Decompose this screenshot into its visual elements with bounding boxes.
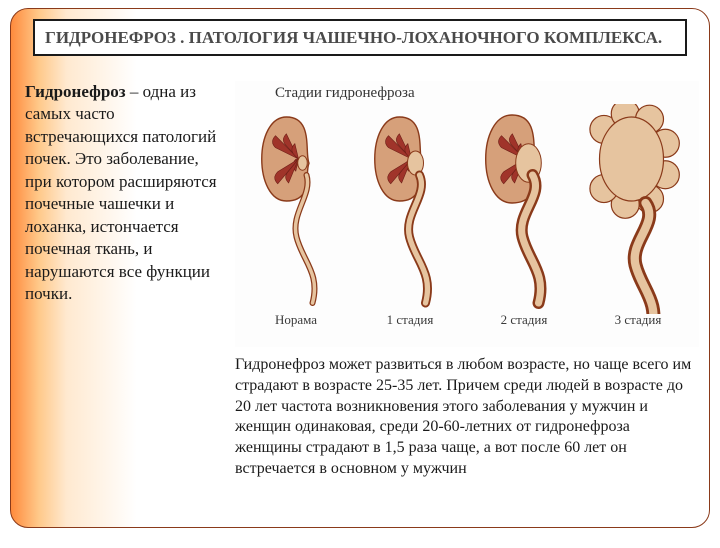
slide-title: ГИДРОНЕФРОЗ . ПАТОЛОГИЯ ЧАШЕЧНО-ЛОХАНОЧН… (33, 19, 687, 56)
stage-label: Норама (239, 312, 353, 328)
stage-labels-row: Норама1 стадия2 стадия3 стадия (235, 312, 699, 328)
stage-label: 1 стадия (353, 312, 467, 328)
epidemiology-paragraph: Гидронефроз может развиться в любом возр… (235, 355, 699, 480)
kidney-icon (580, 104, 693, 314)
stage-label: 2 стадия (467, 312, 581, 328)
kidney-icon (241, 104, 354, 314)
definition-text: – одна из самых часто встречающихся пато… (25, 82, 217, 303)
definition-paragraph: Гидронефроз – одна из самых часто встреч… (25, 81, 223, 305)
stage-label: 3 стадия (581, 312, 695, 328)
term-bold: Гидронефроз (25, 82, 126, 101)
figure-title: Стадии гидронефроза (235, 81, 699, 102)
kidney-row (235, 102, 699, 312)
kidney-icon (354, 104, 467, 314)
stages-figure: Стадии гидронефроза Норама1 стадия2 стад… (235, 81, 699, 347)
kidney-icon (467, 104, 580, 314)
slide: ГИДРОНЕФРОЗ . ПАТОЛОГИЯ ЧАШЕЧНО-ЛОХАНОЧН… (10, 8, 710, 528)
